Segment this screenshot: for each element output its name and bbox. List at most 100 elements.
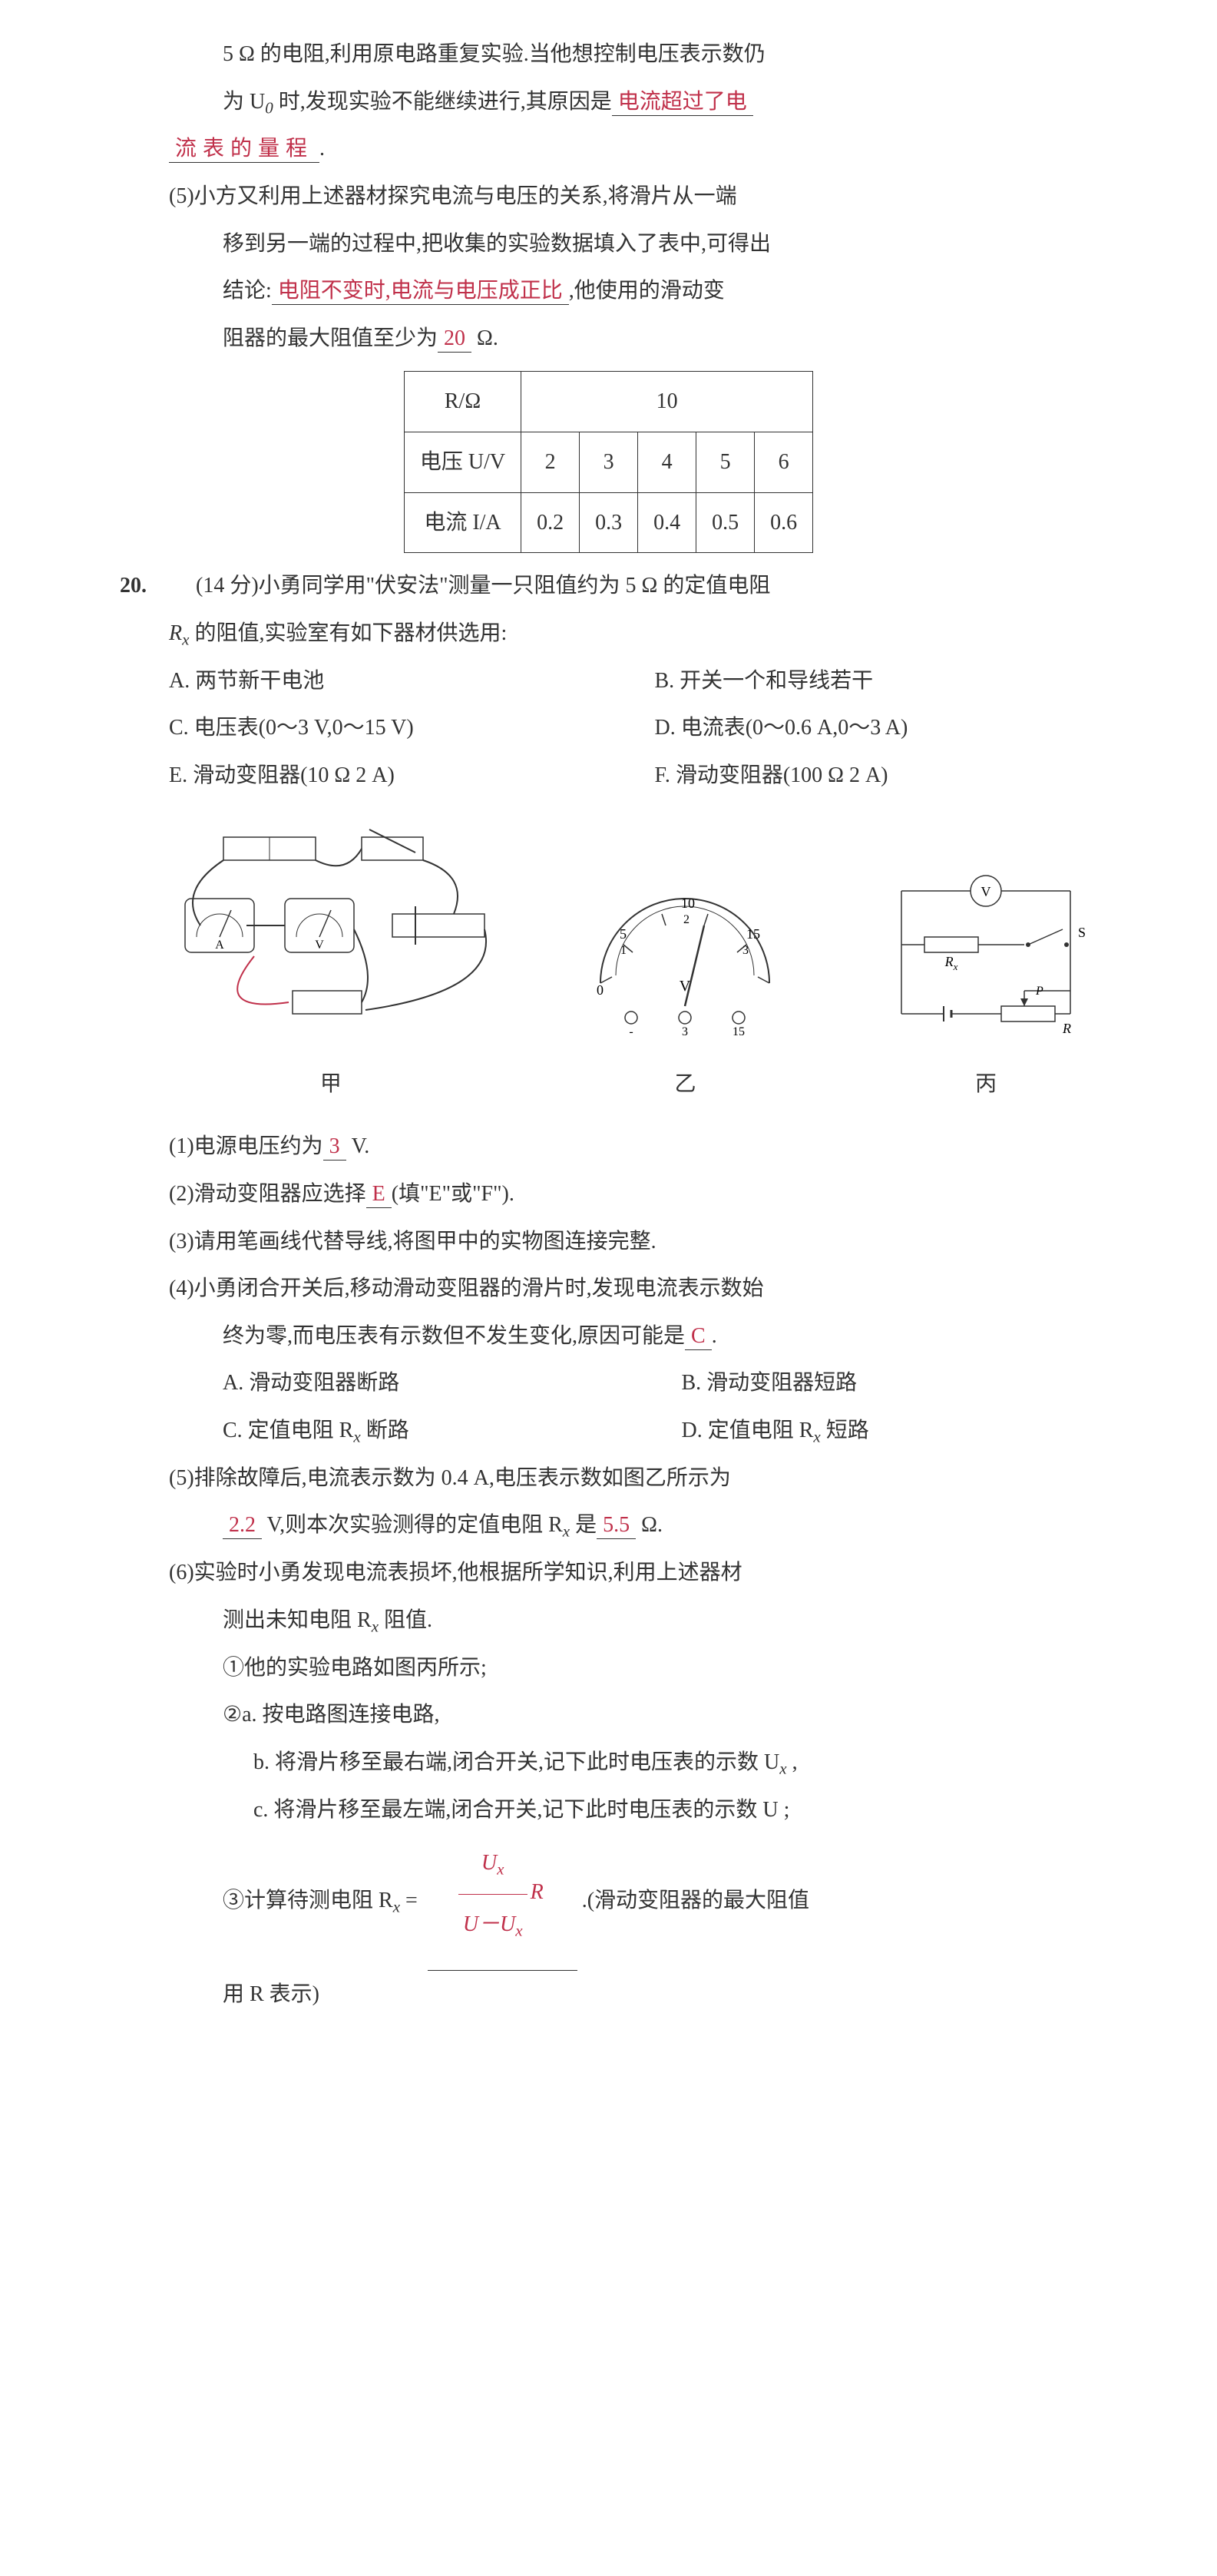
- svg-text:Rx: Rx: [944, 954, 958, 972]
- text: 实验时小勇发现电流表损坏,他根据所学知识,利用上述器材: [194, 1561, 742, 1584]
- text: ①他的实验电路如图丙所示;: [223, 1656, 487, 1680]
- svg-text:1: 1: [620, 944, 627, 957]
- q19-p5-l3: 结论:电阻不变时,电流与电压成正比,他使用的滑动变: [77, 267, 1140, 315]
- text: 电源电压约为: [194, 1134, 323, 1158]
- q19-line3: 流表的量程.: [77, 125, 1140, 173]
- subscript: x: [779, 1759, 786, 1777]
- answer-4a: 电流超过了电: [612, 90, 753, 116]
- q20-p6-s2c: c. 将滑片移至最左端,闭合开关,记下此时电压表的示数 U ;: [77, 1786, 1140, 1834]
- text: U: [481, 1851, 497, 1875]
- subscript: x: [813, 1428, 820, 1446]
- svg-text:10: 10: [681, 896, 695, 911]
- q20-p2: (2)滑动变阻器应选择E(填"E"或"F").: [77, 1170, 1140, 1218]
- svg-text:15: 15: [733, 1025, 745, 1037]
- voltmeter-icon: 0 5 1 10 2 15 3 V - 3 15: [577, 883, 792, 1037]
- text: ,他使用的滑动变: [569, 279, 725, 303]
- text: 测出未知电阻 R: [223, 1608, 372, 1632]
- svg-text:0: 0: [597, 982, 604, 998]
- text: .(滑动变阻器的最大阻值: [582, 1889, 809, 1912]
- text: C. 定值电阻 R: [223, 1419, 353, 1442]
- svg-text:3: 3: [742, 944, 749, 957]
- q20-p6-s3-l2: 用 R 表示): [77, 1971, 1140, 2018]
- answer: E: [366, 1182, 392, 1208]
- cell: 3: [580, 432, 638, 492]
- text: ②a. 按电路图连接电路,: [223, 1703, 440, 1727]
- option-c: C. 电压表(0～3 V,0～15 V): [169, 704, 655, 752]
- q20-p6-s3: ③计算待测电阻 Rx = UxU－UxR.(滑动变阻器的最大阻值: [77, 1833, 1140, 1971]
- item-label: (3): [169, 1230, 194, 1253]
- svg-text:V: V: [981, 884, 991, 899]
- text: 断路: [361, 1419, 409, 1442]
- circuit-icon: A V: [162, 822, 500, 1037]
- cell: 电流 I/A: [404, 492, 521, 553]
- numerator: Ux: [458, 1833, 527, 1894]
- text: U－U: [463, 1912, 515, 1936]
- figure-bing: V Rx S P R 丙: [871, 868, 1101, 1108]
- svg-text:15: 15: [746, 926, 760, 942]
- subscript: x: [515, 1921, 522, 1939]
- q20-p3: (3)请用笔画线代替导线,将图甲中的实物图连接完整.: [77, 1218, 1140, 1266]
- data-table: R/Ω 10 电压 U/V 2 3 4 5 6 电流 I/A 0.2 0.3 0…: [404, 371, 813, 553]
- option-c: C. 定值电阻 Rx 断路: [223, 1407, 682, 1455]
- text: 滑动变阻器应选择: [194, 1182, 366, 1206]
- option-b: B. 滑动变阻器短路: [682, 1359, 1141, 1407]
- q20-p6-l2: 测出未知电阻 Rx 阻值.: [77, 1597, 1140, 1644]
- text: 是: [570, 1513, 597, 1537]
- text: R: [169, 621, 182, 645]
- cell: 2: [521, 432, 580, 492]
- text: 为 U: [223, 90, 265, 114]
- text: Ω.: [636, 1513, 663, 1537]
- text: b. 将滑片移至最右端,闭合开关,记下此时电压表的示数 U: [253, 1750, 779, 1774]
- text: 请用笔画线代替导线,将图甲中的实物图连接完整.: [194, 1230, 656, 1253]
- q20-opts-row1: A. 两节新干电池 B. 开关一个和导线若干: [77, 657, 1140, 705]
- subscript: x: [393, 1898, 400, 1916]
- svg-text:3: 3: [682, 1025, 688, 1037]
- option-a: A. 滑动变阻器断路: [223, 1359, 682, 1407]
- option-b: B. 开关一个和导线若干: [655, 657, 1141, 705]
- q20-p6-s2b: b. 将滑片移至最右端,闭合开关,记下此时电压表的示数 Ux ,: [77, 1739, 1140, 1786]
- text: ,: [787, 1750, 798, 1774]
- answer-5a: 电阻不变时,电流与电压成正比: [272, 279, 569, 305]
- text: V.: [346, 1134, 370, 1158]
- question-number: 20.: [120, 574, 147, 598]
- figures-row: A V 甲: [123, 822, 1140, 1108]
- q19-p5-l2: 移到另一端的过程中,把收集的实验数据填入了表中,可得出: [77, 220, 1140, 268]
- text: c. 将滑片移至最左端,闭合开关,记下此时电压表的示数 U ;: [253, 1798, 789, 1822]
- option-d: D. 定值电阻 Rx 短路: [682, 1407, 1141, 1455]
- item-label: (5): [169, 184, 194, 208]
- text: 移到另一端的过程中,把收集的实验数据填入了表中,可得出: [223, 232, 771, 256]
- q20-p4-l1: (4)小勇闭合开关后,移动滑动变阻器的滑片时,发现电流表示数始: [77, 1265, 1140, 1313]
- option-d: D. 电流表(0～0.6 A,0～3 A): [655, 704, 1141, 752]
- cell: 0.6: [755, 492, 813, 553]
- q19-p5-l1: (5)小方又利用上述器材探究电流与电压的关系,将滑片从一端: [77, 173, 1140, 220]
- answer: 3: [323, 1134, 346, 1161]
- cell: 5: [696, 432, 755, 492]
- text: R: [527, 1880, 547, 1904]
- denominator: U－Ux: [458, 1895, 527, 1955]
- text: =: [400, 1889, 423, 1912]
- text: Ω.: [471, 326, 498, 350]
- svg-text:V: V: [315, 939, 324, 952]
- answer-5b: 20: [438, 326, 471, 353]
- cell: 0.2: [521, 492, 580, 553]
- figure-yi: 0 5 1 10 2 15 3 V - 3 15 乙: [577, 883, 792, 1108]
- text: (填"E"或"F").: [392, 1182, 514, 1206]
- q19-line2: 为 U0 时,发现实验不能继续进行,其原因是电流超过了电: [77, 78, 1140, 126]
- cell: 0.5: [696, 492, 755, 553]
- figure-jia: A V 甲: [162, 822, 500, 1108]
- answer: C: [685, 1324, 712, 1350]
- q20-p6-s1: ①他的实验电路如图丙所示;: [77, 1644, 1140, 1692]
- cell: 6: [755, 432, 813, 492]
- item-label: (6): [169, 1561, 194, 1584]
- q20-p5-l1: (5)排除故障后,电流表示数为 0.4 A,电压表示数如图乙所示为: [77, 1455, 1140, 1502]
- text: 短路: [821, 1419, 869, 1442]
- answer: 2.2: [223, 1513, 262, 1539]
- text: V,则本次实验测得的定值电阻 R: [262, 1513, 563, 1537]
- svg-text:2: 2: [683, 913, 690, 926]
- text: 小勇闭合开关后,移动滑动变阻器的滑片时,发现电流表示数始: [194, 1276, 764, 1300]
- text: 小方又利用上述器材探究电流与电压的关系,将滑片从一端: [194, 184, 737, 208]
- figure-label: 乙: [577, 1061, 792, 1108]
- q20-p5-l2: 2.2 V,则本次实验测得的定值电阻 Rx 是5.5 Ω.: [77, 1502, 1140, 1549]
- item-label: (2): [169, 1182, 194, 1206]
- text: 小勇同学用"伏安法"测量一只阻值约为 5 Ω 的定值电阻: [259, 574, 771, 598]
